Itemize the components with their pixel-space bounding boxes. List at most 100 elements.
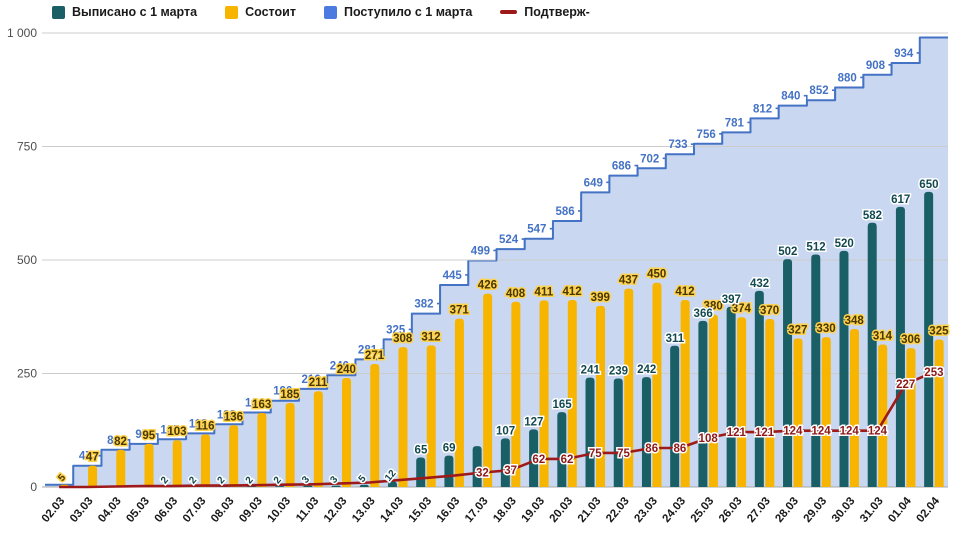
x-tick-label: 21.03 <box>576 495 604 525</box>
admitted-value-label: 812 <box>753 103 772 115</box>
admitted-label-hook <box>154 433 159 444</box>
discharged-value-label: 311 <box>666 333 685 345</box>
current-value-label: 163 <box>252 399 271 411</box>
current-bar <box>934 339 944 487</box>
discharged-bar <box>359 484 369 487</box>
admitted-value-label: 781 <box>725 117 745 129</box>
discharged-bar <box>500 438 510 487</box>
current-value-label: 308 <box>393 333 413 345</box>
discharged-bar <box>811 254 821 487</box>
legend-item-admitted[interactable]: Поступило с 1 марта <box>323 5 472 19</box>
current-bar <box>398 347 408 487</box>
current-value-label: 348 <box>845 315 865 327</box>
discharged-value-label: 582 <box>863 210 882 222</box>
x-tick-label: 16.03 <box>435 495 463 525</box>
admitted-label-hook <box>239 413 244 425</box>
legend-item-discharged[interactable]: Выписано с 1 марта <box>52 5 197 19</box>
current-bar <box>708 314 718 487</box>
current-value-label: 450 <box>647 269 666 281</box>
x-tick-label: 17.03 <box>463 495 491 525</box>
current-bar <box>370 363 380 487</box>
x-tick-label: 18.03 <box>491 495 519 525</box>
admitted-value-label: 934 <box>894 48 914 60</box>
current-value-label: 437 <box>619 275 638 287</box>
current-bar <box>765 319 775 487</box>
admitted-area <box>45 37 948 487</box>
current-value-label: 185 <box>280 389 300 401</box>
current-value-label: 327 <box>788 325 807 337</box>
discharged-bar <box>783 259 793 487</box>
discharged-value-label: 107 <box>496 425 515 437</box>
current-bar <box>680 299 690 487</box>
admitted-value-label: 852 <box>809 85 828 97</box>
x-tick-label: 28.03 <box>773 495 801 525</box>
legend-label: Выписано с 1 марта <box>72 5 198 19</box>
current-value-label: 103 <box>167 426 186 438</box>
confirmed-value-label: 108 <box>699 433 719 445</box>
y-tick-label: 500 <box>17 253 37 267</box>
current-bar <box>567 299 577 487</box>
legend-item-current[interactable]: Состоит <box>225 5 296 19</box>
x-tick-label: 11.03 <box>294 495 321 524</box>
current-bar <box>172 440 182 487</box>
current-bar <box>116 449 126 487</box>
admitted-value-label: 649 <box>584 177 603 189</box>
x-tick-label: 15.03 <box>407 495 435 525</box>
x-tick-label: 30.03 <box>830 495 858 525</box>
admitted-label-hook <box>324 378 328 389</box>
discharged-bar <box>613 378 623 487</box>
confirmed-value-label: 253 <box>924 367 943 379</box>
confirmed-value-label: 37 <box>504 465 517 477</box>
current-value-label: 271 <box>365 350 385 362</box>
discharged-bar <box>698 320 708 487</box>
admitted-value-label: 756 <box>697 129 716 141</box>
x-tick-label: 31.03 <box>858 495 886 525</box>
discharged-bar <box>472 446 482 487</box>
x-tick-label: 13.03 <box>350 495 378 525</box>
admitted-value-label: 325 <box>386 324 406 336</box>
admitted-value-label: 82 <box>107 435 120 447</box>
discharged-value-label: 617 <box>891 194 910 206</box>
discharged-bar <box>444 455 454 487</box>
discharged-bar <box>726 306 736 487</box>
admitted-value-label: 733 <box>668 139 687 151</box>
current-bar <box>596 305 606 487</box>
x-tick-label: 23.03 <box>632 495 660 525</box>
admitted-value-label: 840 <box>781 91 800 103</box>
confirmed-value-label: 124 <box>783 426 803 438</box>
confirmed-value-label: 124 <box>868 426 888 438</box>
current-bar <box>539 300 549 487</box>
y-tick-label: 750 <box>17 140 37 154</box>
admitted-value-label: 908 <box>866 60 886 72</box>
admitted-value-label: 47 <box>79 451 92 463</box>
confirmed-value-label: 121 <box>755 427 775 439</box>
current-bar <box>229 425 239 487</box>
discharged-value-label: 650 <box>919 179 938 191</box>
current-value-label: 325 <box>929 325 949 337</box>
x-tick-label: 22.03 <box>604 495 632 525</box>
admitted-value-label: 524 <box>499 234 519 246</box>
discharged-swatch-icon <box>52 5 65 19</box>
admitted-value-label: 138 <box>217 409 237 421</box>
discharged-value-label: 520 <box>835 238 854 250</box>
admitted-label-hook <box>916 52 921 63</box>
admitted-swatch-icon <box>323 5 337 19</box>
admitted-label-hook <box>380 348 385 360</box>
discharged-value-label: 165 <box>552 399 572 411</box>
x-tick-label: 19.03 <box>519 495 547 525</box>
admitted-label-hook <box>719 132 723 144</box>
current-value-label: 380 <box>704 300 723 312</box>
admitted-value-label: 686 <box>612 161 631 173</box>
discharged-value-label: 241 <box>581 365 601 377</box>
current-bar <box>144 443 154 487</box>
admitted-value-label: 499 <box>471 245 490 257</box>
current-value-label: 411 <box>535 286 554 298</box>
confirmed-value-label: 62 <box>532 454 545 466</box>
admitted-label-hook <box>803 94 808 106</box>
current-value-label: 412 <box>675 286 694 298</box>
admitted-label-hook <box>465 274 469 285</box>
discharged-bar <box>895 206 905 487</box>
legend-item-confirmed[interactable]: Подтверж- <box>500 5 590 19</box>
current-bar <box>313 391 323 487</box>
